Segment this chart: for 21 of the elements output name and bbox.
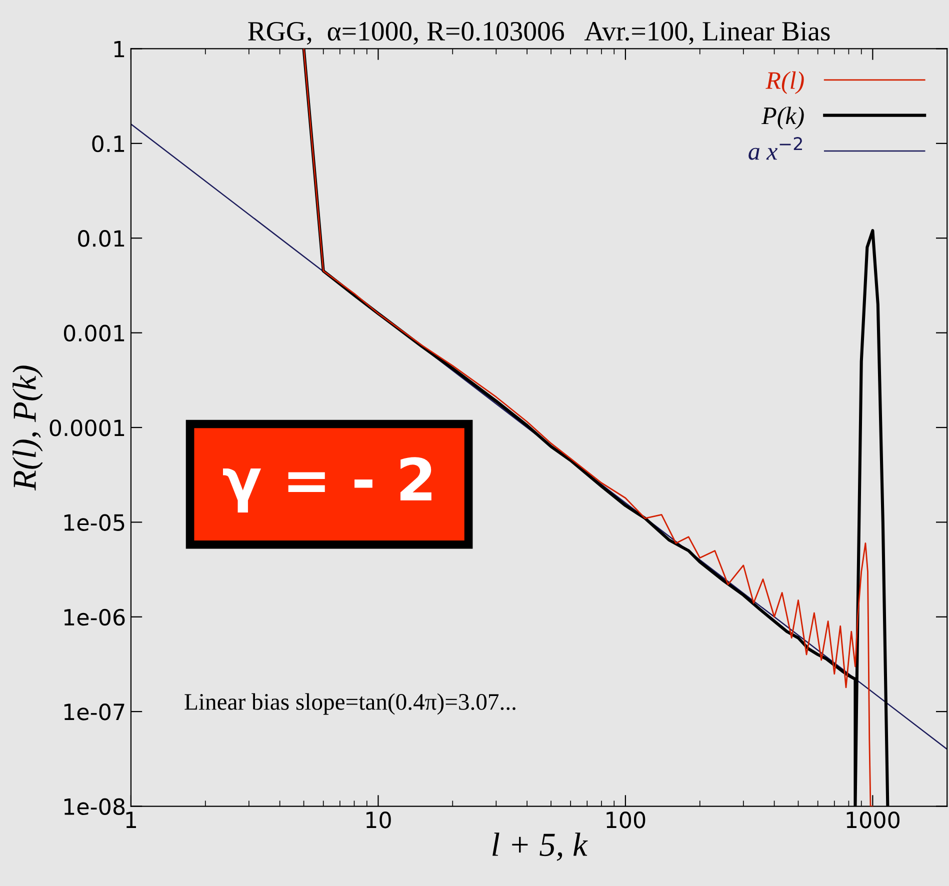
y-tick-label: 0.01 bbox=[78, 230, 124, 247]
y-axis-title: R(l), P(k) bbox=[12, 366, 43, 491]
y-tick-label: 1e-08 bbox=[64, 798, 125, 816]
x-tick-label: 1 bbox=[126, 812, 136, 828]
y-tick-label: 1e-07 bbox=[64, 704, 124, 720]
x-tick-label: 100 bbox=[606, 812, 646, 828]
y-tick-label: 0.001 bbox=[64, 324, 124, 342]
legend-label: P(k) bbox=[761, 106, 804, 130]
y-tick-label: 0.0001 bbox=[50, 419, 124, 436]
legend-label: R(l) bbox=[766, 71, 804, 94]
y-tick-label: 0.1 bbox=[92, 135, 124, 152]
x-tick-label: 1000 bbox=[846, 812, 900, 828]
legend-label: a x$^{−2}$ bbox=[748, 137, 802, 160]
chart-title: RGG, α=1000, R=0.103006 Avr.=100, Linear Bias bbox=[248, 22, 830, 45]
annotation: Linear bias slope=tan(0.4π)=3.07... bbox=[184, 693, 516, 715]
y-tick-label: 1 bbox=[114, 40, 124, 58]
x-tick-label: 10 bbox=[366, 812, 391, 828]
x-axis-title: l + 5, k bbox=[492, 832, 588, 861]
y-tick-label: 1e-05 bbox=[64, 514, 124, 531]
y-tick-label: 1e-06 bbox=[64, 608, 125, 626]
annotation: γ = - 2 bbox=[223, 457, 432, 513]
